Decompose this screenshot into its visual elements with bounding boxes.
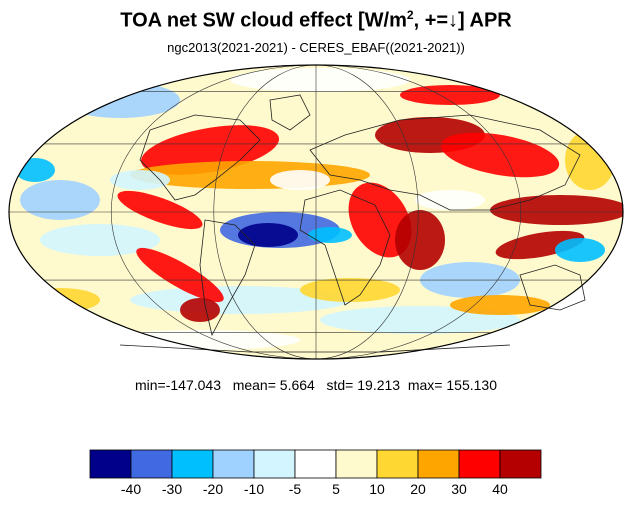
field-patch — [300, 278, 400, 302]
coastline — [199, 219, 256, 337]
field-patch — [395, 210, 445, 270]
coastline — [299, 189, 391, 306]
field-patch — [490, 195, 623, 225]
colorbar-box — [89, 449, 132, 479]
coastlines — [119, 94, 586, 353]
field-patch — [238, 223, 298, 247]
field-patch — [400, 85, 500, 105]
stat-max-label: max= — [407, 377, 443, 393]
field-patch — [308, 227, 352, 243]
colorbar-tick-label: 10 — [369, 481, 385, 497]
colorbar-tick-label: -40 — [121, 481, 141, 497]
colorbar-tick-label: 40 — [492, 481, 508, 497]
stat-min: -147.043 — [165, 377, 222, 393]
colorbar-box — [294, 449, 337, 479]
field-patch — [20, 288, 100, 312]
field-patch — [555, 238, 605, 262]
colorbar-tick-label: -20 — [203, 481, 223, 497]
field-patch — [415, 190, 485, 210]
colorbar-box — [499, 449, 542, 479]
chart-title: TOA net SW cloud effect [W/m2, +=↓] APR — [0, 8, 632, 33]
colorbar-boxes — [89, 449, 542, 479]
coastline — [519, 264, 586, 311]
field-patch — [40, 224, 160, 256]
field-patch — [565, 130, 615, 190]
field-patch — [180, 298, 220, 322]
stat-max: 155.130 — [442, 377, 497, 393]
stat-min-label: min= — [135, 377, 166, 393]
title-main: TOA net SW cloud effect [W/m — [120, 9, 407, 32]
field-patch — [15, 158, 55, 182]
stat-std: 19.213 — [353, 377, 401, 393]
colorbar-box — [417, 449, 460, 479]
coastline — [309, 114, 581, 211]
colorbar-box — [376, 449, 419, 479]
colorbar-box — [253, 449, 296, 479]
field-patch — [110, 170, 170, 190]
stats-line: min=-147.043 mean= 5.664 std= 19.213 max… — [0, 377, 632, 393]
colorbar-box — [130, 449, 173, 479]
field-patch — [270, 170, 330, 190]
coastline — [139, 114, 261, 201]
field-patch — [117, 190, 203, 230]
colorbar-tick-label: 5 — [332, 481, 340, 497]
field-patch — [60, 82, 180, 118]
coastline — [269, 94, 311, 131]
title-superscript: 2 — [406, 8, 414, 22]
field-patch — [136, 247, 224, 303]
stat-mean-label: mean= — [232, 377, 276, 393]
field-patch — [450, 295, 550, 315]
colorbar: -40 -30 -20 -10 -5 5 10 20 30 40 — [89, 449, 542, 497]
stat-std-label: std= — [326, 377, 354, 393]
field-patch — [495, 230, 585, 260]
colorbar-box — [458, 449, 501, 479]
colorbar-box — [335, 449, 378, 479]
colorbar-tick-label: 20 — [410, 481, 426, 497]
colorbar-tick-label: -10 — [244, 481, 264, 497]
colorbar-tick-label: 30 — [451, 481, 467, 497]
stat-mean: 5.664 — [275, 377, 315, 393]
chart-subtitle: ngc2013(2021-2021) - CERES_EBAF((2021-20… — [167, 40, 465, 55]
colorbar-tick-label: -30 — [162, 481, 182, 497]
coastline — [119, 344, 511, 353]
colorbar-labels: -40 -30 -20 -10 -5 5 10 20 30 40 — [121, 481, 508, 497]
colorbar-box — [212, 449, 255, 479]
field-patch — [230, 68, 410, 92]
mollweide-map — [8, 64, 624, 360]
globe-outline — [8, 64, 624, 360]
title-suffix: , +=↓] APR — [413, 9, 512, 32]
field-patch — [20, 180, 100, 220]
colorbar-box — [171, 449, 214, 479]
colorbar-tick-label: -5 — [289, 481, 302, 497]
